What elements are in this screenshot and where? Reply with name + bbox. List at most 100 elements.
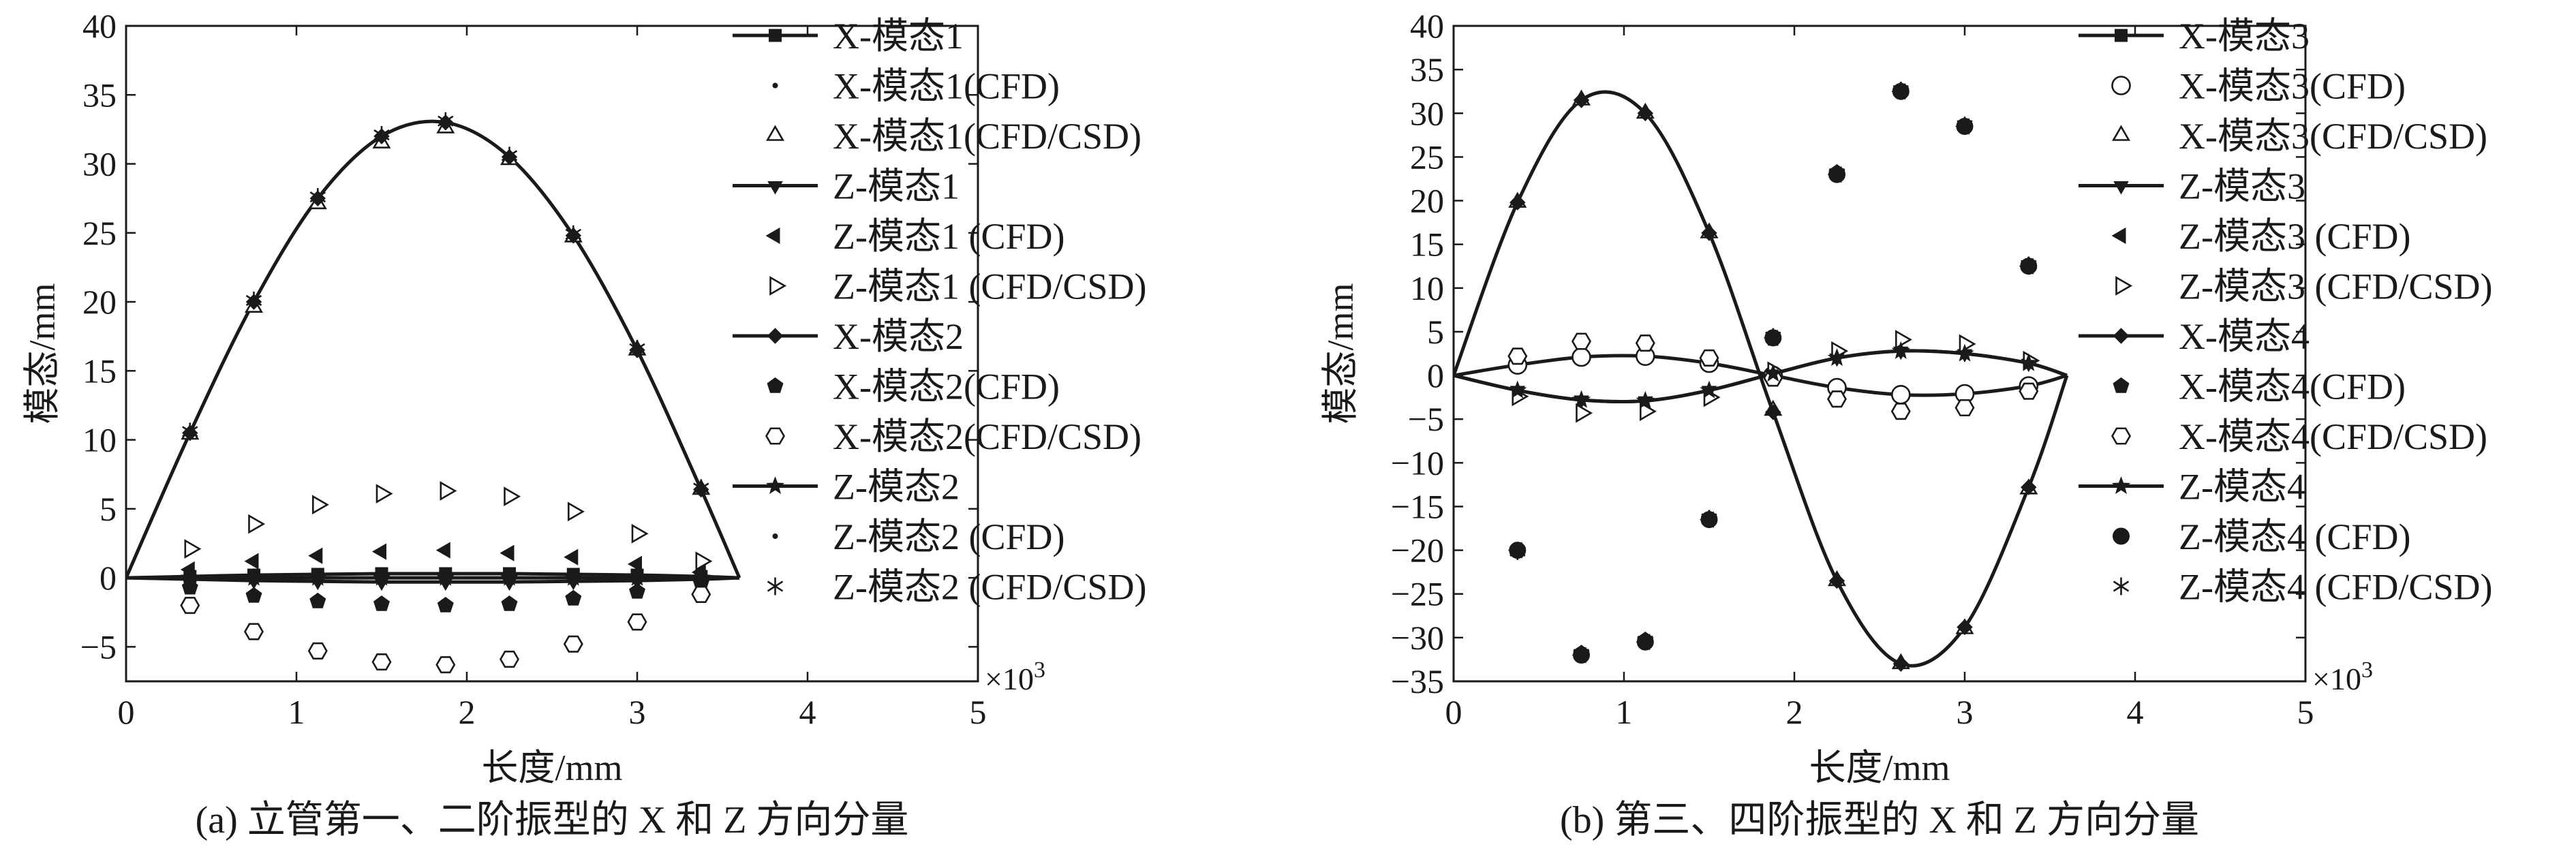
y-tick-label: −5	[80, 627, 117, 666]
data-point	[1764, 364, 1783, 382]
data-point	[375, 484, 393, 503]
legend-label: Z-模态4 (CFD/CSD)	[2179, 567, 2493, 608]
x-axis-label: 长度/mm	[1809, 747, 1950, 788]
y-tick-label: 5	[1427, 313, 1444, 351]
y-tick-label: 35	[1410, 50, 1444, 89]
y-tick-label: −5	[1408, 400, 1444, 438]
data-point	[1637, 632, 1653, 650]
data-point	[1827, 347, 1847, 367]
y-axis-ticks: −5 0 5 10 15 20 25 30 35 40	[80, 7, 978, 666]
data-point	[184, 539, 202, 559]
y-tick-label: 25	[1410, 138, 1444, 176]
data-point	[2021, 256, 2037, 275]
data-point	[1701, 510, 1717, 528]
data-point	[379, 575, 384, 581]
x-axis-ticks: 0 1 2 3 4 5	[1445, 26, 2314, 731]
legend-label: X-模态4	[2179, 316, 2310, 357]
legend-label: Z-模态1 (CFD)	[833, 216, 1064, 257]
caption: (a) 立管第一、二阶振型的 X 和 Z 方向分量	[196, 799, 909, 841]
data-point	[1576, 403, 1593, 423]
data-point	[1573, 92, 1590, 108]
x-tick-label: 5	[2297, 693, 2314, 731]
data-point	[1891, 341, 1911, 359]
legend-marker	[767, 377, 784, 393]
legend-marker	[2111, 227, 2126, 245]
y-tick-label: −15	[1391, 487, 1444, 525]
data-point	[243, 623, 264, 640]
data-point	[499, 651, 520, 668]
y-tick-label: 25	[82, 214, 117, 252]
data-point	[1892, 81, 1909, 99]
legend-label: X-模态2(CFD/CSD)	[833, 416, 1141, 457]
x-tick-label: 3	[629, 693, 646, 731]
legend-item: Z-模态3 (CFD/CSD)	[2115, 266, 2493, 307]
y-tick-label: −25	[1391, 575, 1444, 613]
legend-item: X-模态1	[733, 16, 964, 57]
legend-item: Z-模态1	[733, 166, 960, 207]
legend-marker	[769, 276, 787, 296]
y-tick-label: 0	[1427, 356, 1444, 394]
data-point	[1636, 390, 1655, 409]
x-tick-label: 3	[1957, 693, 1974, 731]
legend-label: Z-模态2	[833, 467, 960, 508]
data-point	[567, 501, 585, 522]
data-point	[1890, 403, 1911, 420]
legend-item: X-模态3(CFD/CSD)	[2111, 116, 2487, 157]
plot-frame	[125, 25, 979, 683]
data-point	[372, 543, 386, 560]
data-point	[627, 613, 647, 631]
legend-marker	[765, 427, 786, 445]
series-lines	[126, 119, 741, 584]
data-point	[373, 595, 390, 611]
data-point	[245, 292, 262, 309]
data-point	[1765, 404, 1781, 420]
legend-marker	[2111, 427, 2132, 445]
data-point	[1507, 347, 1528, 365]
legend-item: Z-模态4 (CFD)	[2113, 516, 2410, 557]
legend-marker	[2113, 181, 2129, 195]
data-point	[1701, 225, 1717, 241]
legend-item: Z-模态3	[2079, 166, 2305, 207]
data-point	[1571, 390, 1591, 408]
legend-label: Z-模态3	[2179, 166, 2305, 207]
y-tick-label: 10	[1410, 269, 1444, 307]
data-point	[442, 575, 448, 581]
legend-label: X-模态3(CFD/CSD)	[2179, 116, 2487, 157]
legend-marker	[772, 82, 778, 89]
y-tick-label: 15	[82, 352, 117, 390]
x-axis-label: 长度/mm	[481, 747, 622, 788]
legend-marker	[765, 476, 785, 495]
x-tick-label: 4	[2127, 693, 2144, 731]
data-point	[308, 547, 323, 564]
legend-marker	[767, 181, 783, 195]
y-tick-label: 35	[82, 76, 117, 114]
legend-marker	[2113, 377, 2130, 393]
legend-label: X-模态2	[833, 316, 964, 357]
legend-item: X-模态3(CFD)	[2111, 66, 2406, 107]
legend-marker	[2113, 328, 2130, 344]
data-point	[1699, 349, 1719, 367]
data-point	[244, 553, 259, 570]
data-point	[1637, 105, 1654, 122]
series-lines	[1454, 90, 2069, 668]
y-tick-label: −30	[1391, 619, 1444, 657]
x-tick-label: 4	[799, 693, 816, 731]
y-tick-label: −20	[1391, 531, 1444, 570]
data-point	[565, 225, 581, 243]
data-point	[1954, 399, 1975, 417]
y-axis-label: 模态/mm	[22, 283, 63, 424]
legend-label: Z-模态3 (CFD)	[2179, 216, 2410, 257]
x-tick-label: 0	[118, 693, 135, 731]
y-tick-label: 40	[82, 7, 117, 45]
data-point	[1640, 401, 1657, 422]
x-tick-label: 1	[1616, 693, 1633, 731]
legend-marker	[2111, 76, 2131, 95]
legend-label: Z-模态1	[833, 166, 960, 207]
data-point	[180, 597, 200, 615]
y-tick-label: 15	[1410, 226, 1444, 264]
legend-marker	[772, 533, 778, 539]
data-point	[311, 495, 329, 515]
data-point	[315, 575, 321, 581]
